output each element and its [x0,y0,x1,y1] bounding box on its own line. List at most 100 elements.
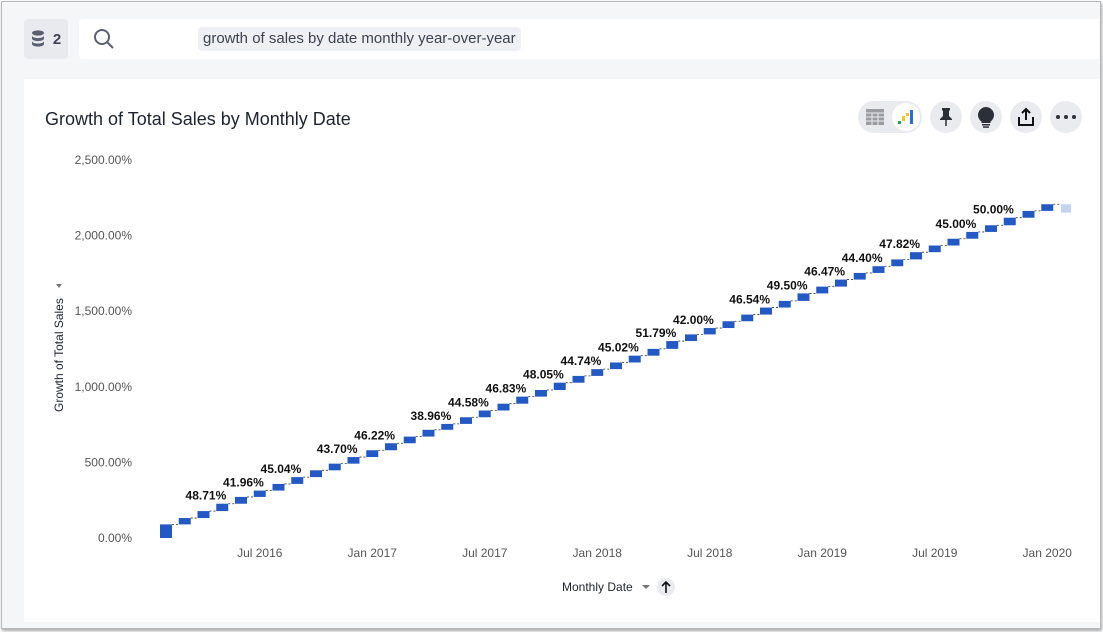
share-button[interactable] [1010,101,1042,133]
data-label: 41.96% [223,476,264,490]
waterfall-bar [385,443,397,451]
waterfall-bar [816,286,829,294]
data-labels: 48.71%41.96%45.04% 43.70%46.22% 38.96%44.5… [186,203,1015,503]
x-tick-label: Jan 2018 [573,546,623,560]
waterfall-bar [272,483,285,491]
waterfall-bar [628,355,641,363]
search-bar[interactable]: growth of sales by date monthly year-ove… [79,19,1099,59]
data-label: 45.02% [598,341,639,355]
chart-icon [898,110,913,124]
arrow-up-icon [661,580,671,593]
data-label: 47.82% [879,237,920,251]
waterfall-bar [703,328,716,335]
waterfall-bar [853,272,866,280]
data-label: 45.00% [936,217,977,231]
sort-button[interactable] [657,578,675,596]
waterfall-bar [347,457,360,464]
data-label: 49.50% [767,278,808,292]
x-axis: Jul 2016 Jan 2017 Jul 2017 Jan 2018 Jul 2018… [237,546,1072,560]
data-label: 44.40% [842,251,883,265]
more-button[interactable] [1050,101,1082,133]
y-tick-label: 2,500.00% [75,153,133,167]
y-axis-title[interactable]: Growth of Total Sales [52,298,66,412]
search-query-chip[interactable]: growth of sales by date monthly year-ove… [198,27,521,51]
data-label: 46.22% [354,428,395,442]
waterfall-bar [760,307,772,315]
y-tick-label: 1,000.00% [75,380,133,394]
x-tick-label: Jul 2017 [462,546,508,560]
data-label: 45.04% [261,462,302,476]
waterfall-bar [947,238,960,246]
data-label: 44.74% [561,354,602,368]
data-label: 46.83% [486,382,527,396]
x-tick-label: Jan 2020 [1023,546,1073,560]
data-label: 51.79% [636,326,677,340]
waterfall-bar [553,382,566,390]
data-label: 43.70% [317,442,358,456]
waterfall-bar [666,341,679,349]
waterfall-bar [403,436,416,444]
data-label: 38.96% [411,409,452,423]
waterfall-bar [178,518,191,525]
waterfall-bar [572,375,585,383]
data-label: 50.00% [973,203,1014,217]
bars [160,203,1071,538]
data-source-button[interactable]: 2 [24,19,68,59]
waterfall-bar [478,410,491,418]
waterfall-bar [1022,210,1035,218]
data-label: 48.71% [186,489,227,503]
waterfall-bar [497,403,510,411]
x-tick-label: Jul 2019 [912,546,958,560]
waterfall-bar [328,463,341,471]
waterfall-bar [647,348,660,356]
x-tick-label: Jul 2016 [237,546,283,560]
waterfall-bar [310,470,322,478]
waterfall-bar [460,417,472,424]
pin-button[interactable] [930,101,962,133]
waterfall-bar [197,511,210,519]
y-tick-label: 0.00% [98,531,132,545]
x-axis-title[interactable]: Monthly Date [562,580,633,594]
chart-toolbar [858,101,1082,133]
y-tick-label: 500.00% [85,455,133,469]
y-axis: 0.00% 500.00% 1,000.00% 1,500.00% 2,000.00% 2… [75,153,133,545]
x-tick-label: Jan 2019 [798,546,848,560]
chart-card: Growth of Total Sales by Monthly Date [24,79,1100,622]
waterfall-bar [291,477,304,484]
waterfall-bar [778,300,791,308]
waterfall-bar [422,429,435,437]
data-label: 42.00% [673,313,714,327]
data-label: 44.58% [448,396,489,410]
waterfall-bar [928,245,941,253]
y-axis-caret-icon[interactable] [56,284,62,288]
database-icon [31,30,44,47]
pin-icon [940,108,952,126]
waterfall-bar [872,266,885,273]
x-tick-label: Jan 2017 [348,546,398,560]
waterfall-bar [797,293,810,301]
lightbulb-icon [978,107,994,128]
waterfall-bar [966,231,979,239]
waterfall-bar [591,369,604,376]
waterfall-bar [891,259,904,267]
waterfall-bar [441,423,454,430]
insights-button[interactable] [970,101,1002,133]
waterfall-bar [910,252,922,260]
chart-title: Growth of Total Sales by Monthly Date [45,109,351,129]
view-toggle[interactable] [858,101,922,133]
y-tick-label: 2,000.00% [75,229,133,243]
chart-view-button[interactable] [892,103,920,131]
waterfall-bar [1003,217,1016,226]
table-icon[interactable] [866,109,884,125]
data-label: 46.47% [804,265,845,279]
data-label: 46.54% [729,293,770,307]
x-axis-caret-icon[interactable] [642,585,650,589]
waterfall-bar [216,503,229,512]
waterfall-bar [835,279,847,287]
source-count: 2 [52,30,62,48]
waterfall-bar [253,490,266,497]
share-icon [1018,107,1034,126]
waterfall-bar [235,496,247,504]
